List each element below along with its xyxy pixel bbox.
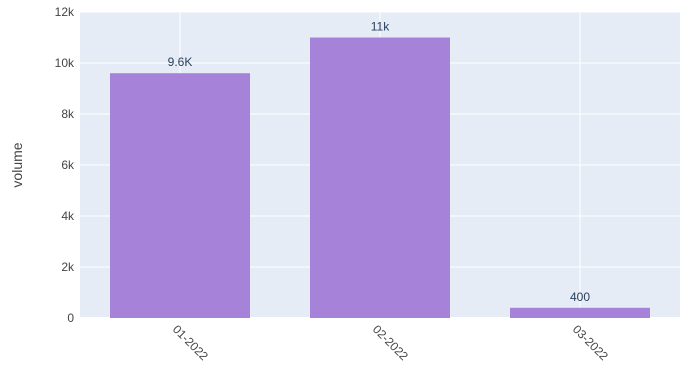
y-axis-ticks: 0 2k 4k 6k 8k 10k 12k xyxy=(55,5,75,325)
bars: 9.6K 11k 400 xyxy=(110,20,650,319)
bar-value-label: 400 xyxy=(570,290,590,304)
y-tick-label: 6k xyxy=(61,158,75,172)
y-axis-title: volume xyxy=(9,142,25,187)
bar-value-label: 9.6K xyxy=(168,55,193,69)
y-tick-label: 8k xyxy=(61,107,75,121)
x-axis-ticks: 01-2022 02-2022 03-2022 xyxy=(170,322,611,363)
bar-01-2022[interactable] xyxy=(110,73,250,318)
bar-value-label: 11k xyxy=(371,20,390,34)
y-tick-label: 4k xyxy=(61,209,75,223)
y-tick-label: 10k xyxy=(55,56,75,70)
x-tick-label: 01-2022 xyxy=(170,322,211,363)
y-tick-label: 12k xyxy=(55,5,75,19)
y-tick-label: 2k xyxy=(61,260,75,274)
bar-03-2022[interactable] xyxy=(510,307,650,318)
bar-02-2022[interactable] xyxy=(310,37,450,319)
y-tick-label: 0 xyxy=(67,311,74,325)
x-tick-label: 03-2022 xyxy=(570,322,611,363)
x-tick-label: 02-2022 xyxy=(370,322,411,363)
